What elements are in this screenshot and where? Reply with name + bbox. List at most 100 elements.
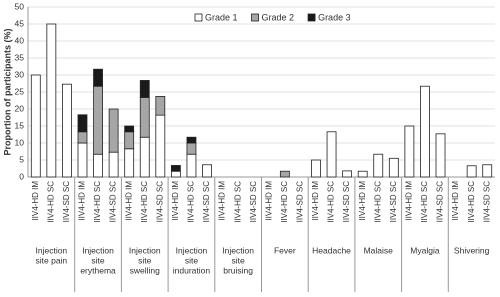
bar-segment [311,159,321,178]
x-tick-label: IIV4-HD SC [93,181,102,223]
group-label: Injection [176,245,208,255]
bar-segment [124,148,135,178]
group-label: Shivering [454,245,490,255]
bar-segment [77,114,88,133]
group-label: bruising [223,265,253,275]
x-tick-label: IIV4-SD SC [155,181,164,223]
x-tick-label: IIV4-HD SC [327,181,336,223]
legend-swatch [251,13,259,22]
bar-segment [155,96,166,116]
y-tick-label: 30 [15,69,25,79]
bar-segment [326,131,337,178]
bar-segment [124,131,135,150]
legend-label: Grade 2 [262,12,295,22]
group-label: Myalgia [410,245,440,255]
bar-segment [186,136,197,144]
group-label: Injection [222,245,254,255]
x-tick-label: IIV4-HD IM [171,181,180,221]
y-tick-label: 35 [15,52,25,62]
group-label: site [138,255,152,265]
group-label: erythema [80,265,116,275]
bar-segment [482,164,493,178]
group-label: site [185,255,199,265]
x-tick-label: IIV4-HD SC [373,181,382,223]
bar-segment [93,68,103,87]
group-label: site [91,255,105,265]
x-tick-label: IIV4-HD SC [467,181,476,223]
group-label: site [232,255,246,265]
legend-label: Grade 3 [318,12,351,22]
bar-segment [77,142,88,178]
bar-segment [435,133,446,178]
y-tick-label: 0 [19,171,24,181]
x-tick-label: IIV4-HD IM [78,181,87,221]
group-label: swelling [130,265,161,275]
y-axis-label: Proportion of participants (%) [2,28,12,155]
x-tick-label: IIV4-HD IM [218,181,227,221]
x-tick-label: IIV4-HD SC [140,181,149,223]
x-tick-label: IIV4-HD SC [187,181,196,223]
x-tick-label: IIV4-HD IM [451,181,460,221]
x-tick-label: IIV4-SD SC [202,181,211,223]
bar-segment [279,170,290,178]
x-tick-label: IIV4-HD IM [404,181,413,221]
bar-segment [139,80,150,98]
x-tick-label: IIV4-SD SC [62,181,71,223]
group-label: induration [173,265,211,275]
legend-swatch [194,13,203,22]
y-tick-label: 25 [15,86,25,96]
y-tick-label: 10 [15,137,25,147]
x-tick-label: IIV4-SD SC [109,181,118,223]
legend-swatch [307,13,316,22]
group-label: Injection [82,245,114,255]
bar-segment [373,153,384,178]
x-tick-label: IIV4-HD IM [264,181,273,221]
bar-segment [170,165,181,172]
y-tick-label: 40 [15,35,25,45]
bar-segment [30,74,41,178]
x-tick-label: IIV4-HD SC [233,181,242,223]
x-tick-label: IIV4-SD SC [296,181,305,223]
bar-segment [108,151,119,178]
bar-segment [155,114,166,178]
x-tick-label: IIV4-SD SC [342,181,351,223]
x-tick-label: IIV4-SD SC [482,181,491,223]
bar-segment [124,125,135,133]
legend-label: Grade 1 [205,12,238,22]
x-tick-label: IIV4-HD SC [46,181,55,223]
x-tick-label: IIV4-SD SC [436,181,445,223]
bar-segment [77,131,88,144]
bar-segment [93,153,103,178]
group-label: site pain [36,255,68,265]
y-tick-label: 50 [15,1,25,11]
y-tick-label: 5 [19,154,24,164]
bar-segment [466,165,477,178]
bar-segment [342,170,353,178]
group-label: Fever [274,245,296,255]
group-label: Injection [36,245,68,255]
group-label: Malaise [364,245,394,255]
x-tick-label: IIV4-HD SC [280,181,289,223]
bar-segment [357,170,368,178]
bar-segment [388,157,399,178]
bar-segment [108,108,119,153]
bar-segment [420,85,430,178]
bar-segment [139,136,150,178]
x-tick-label: IIV4-HD IM [31,181,40,221]
bar-segment [93,85,103,155]
group-label: Injection [129,245,161,255]
bar-segment [46,23,57,178]
x-tick-label: IIV4-SD SC [389,181,398,223]
group-label: Headache [312,245,351,255]
bar-segment [62,83,72,178]
bar-segment [139,97,150,138]
bar-segment [186,142,197,155]
bar-segment [404,125,415,178]
x-tick-label: IIV4-SD SC [249,181,258,223]
x-tick-label: IIV4-HD SC [420,181,429,223]
bar-segment [202,164,212,178]
bar-segment [170,170,181,178]
y-tick-label: 15 [15,120,25,130]
x-tick-label: IIV4-HD IM [311,181,320,221]
